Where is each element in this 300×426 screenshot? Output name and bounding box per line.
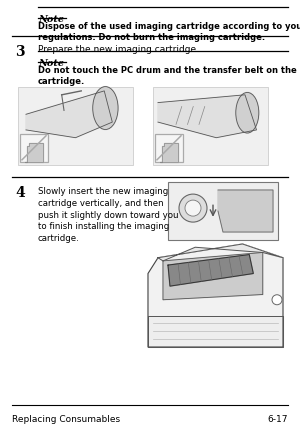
- Ellipse shape: [93, 87, 118, 130]
- Bar: [168, 183, 278, 240]
- Text: Dispose of the used imaging cartridge according to your local
regulations. Do no: Dispose of the used imaging cartridge ac…: [38, 22, 300, 42]
- Text: 4: 4: [15, 186, 25, 199]
- Bar: [155, 135, 183, 162]
- Text: Note: Note: [38, 59, 64, 68]
- Bar: [20, 135, 48, 162]
- Ellipse shape: [236, 93, 259, 134]
- Polygon shape: [163, 253, 263, 300]
- Text: Slowly insert the new imaging
cartridge vertically, and then
push it slightly do: Slowly insert the new imaging cartridge …: [38, 187, 178, 243]
- Text: Do not touch the PC drum and the transfer belt on the imaging
cartridge.: Do not touch the PC drum and the transfe…: [38, 66, 300, 86]
- Polygon shape: [160, 144, 178, 162]
- Polygon shape: [158, 245, 283, 261]
- Polygon shape: [148, 245, 283, 347]
- Text: 3: 3: [15, 45, 25, 59]
- Text: 6-17: 6-17: [268, 414, 288, 423]
- Circle shape: [185, 201, 201, 216]
- Polygon shape: [158, 95, 256, 138]
- Polygon shape: [25, 144, 43, 162]
- Bar: [153, 88, 268, 166]
- Polygon shape: [26, 92, 112, 138]
- Polygon shape: [218, 190, 273, 233]
- Text: Note: Note: [38, 15, 64, 24]
- Polygon shape: [148, 316, 283, 347]
- Circle shape: [272, 295, 282, 305]
- Bar: [18, 88, 133, 166]
- Polygon shape: [168, 255, 253, 286]
- Text: Prepare the new imaging cartridge.: Prepare the new imaging cartridge.: [38, 45, 199, 54]
- Text: Replacing Consumables: Replacing Consumables: [12, 414, 120, 423]
- Circle shape: [179, 195, 207, 222]
